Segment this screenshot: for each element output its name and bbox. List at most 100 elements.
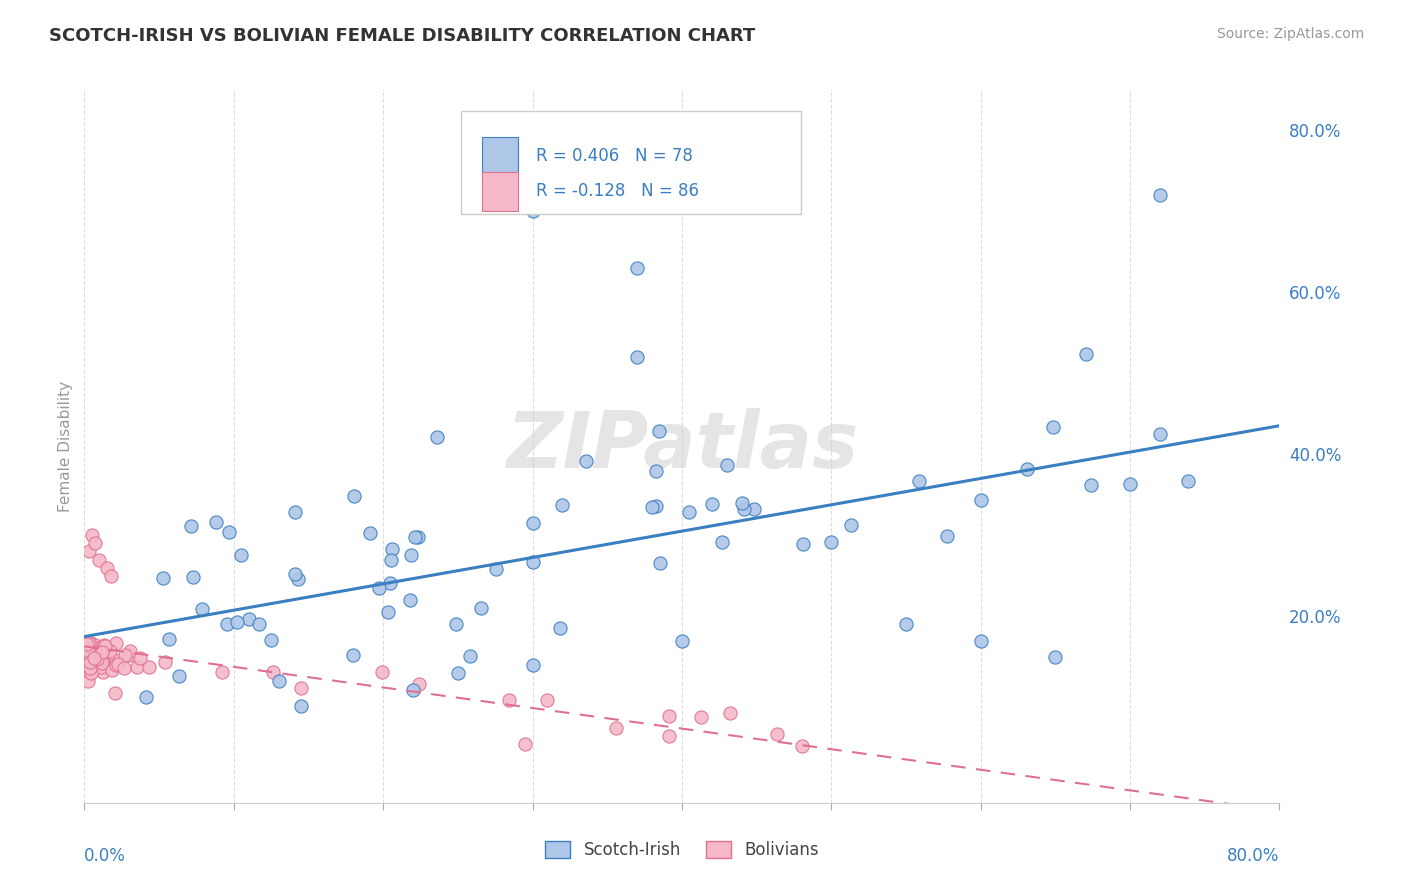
Point (485, 561, 508, 575)
Point (262, 665, 284, 680)
Point (548, 621, 571, 635)
Point (76, 659, 98, 673)
Point (211, 665, 233, 679)
Point (218, 525, 240, 540)
Point (104, 686, 127, 700)
Point (83, 651, 105, 665)
Point (79, 661, 101, 675)
Point (125, 659, 148, 673)
Point (626, 260, 648, 275)
Point (191, 602, 214, 616)
Point (91, 665, 114, 679)
Point (401, 548, 423, 562)
Point (626, 350, 648, 364)
Point (641, 500, 664, 514)
Point (77, 659, 100, 673)
Point (700, 497, 723, 511)
Point (90, 640, 112, 655)
Point (367, 581, 389, 595)
Point (135, 690, 157, 705)
Text: R = 0.406   N = 78: R = 0.406 N = 78 (536, 147, 693, 165)
Point (75, 650, 97, 665)
Point (820, 535, 842, 549)
Point (152, 571, 174, 585)
Point (935, 529, 957, 543)
Point (94, 639, 117, 653)
Point (551, 498, 574, 512)
Text: 0.0%: 0.0% (84, 847, 127, 865)
Point (970, 633, 993, 648)
Point (470, 600, 492, 615)
Point (76, 652, 98, 666)
Point (97, 642, 120, 657)
Point (83, 536, 105, 550)
Point (91, 651, 114, 665)
Point (104, 636, 127, 650)
Point (77, 652, 100, 666)
Point (284, 505, 307, 519)
Point (1017, 462, 1039, 476)
Point (79, 645, 101, 659)
Bar (482, 136, 519, 176)
Point (290, 681, 312, 695)
Point (522, 203, 544, 218)
Point (742, 502, 765, 516)
Point (77, 673, 100, 688)
Point (381, 541, 404, 556)
Point (77, 665, 100, 679)
Point (138, 660, 160, 674)
Point (671, 633, 693, 648)
Point (84, 645, 107, 659)
Point (458, 649, 481, 664)
Point (402, 683, 425, 698)
Point (260, 632, 283, 647)
Point (80, 665, 103, 680)
Point (112, 660, 135, 674)
Point (1149, 427, 1171, 442)
Point (89, 660, 111, 674)
Point (118, 648, 141, 662)
Point (1076, 346, 1098, 360)
Point (839, 518, 862, 533)
Point (792, 537, 814, 551)
Point (96, 646, 118, 660)
Point (101, 663, 124, 677)
Point (89, 646, 111, 660)
Point (1042, 420, 1064, 434)
Point (718, 706, 741, 720)
Point (1119, 476, 1142, 491)
Point (522, 657, 544, 672)
Point (98, 643, 121, 657)
Point (167, 669, 190, 683)
Point (404, 530, 426, 544)
Point (75, 654, 97, 668)
Point (343, 489, 366, 503)
Point (157, 632, 180, 646)
Point (287, 572, 309, 586)
Text: 80.0%: 80.0% (1227, 847, 1279, 865)
Point (408, 677, 430, 691)
Point (716, 458, 738, 472)
Point (104, 653, 127, 667)
Point (84, 638, 107, 652)
Point (380, 576, 402, 591)
Point (75, 648, 97, 662)
Point (93, 651, 115, 665)
Point (82, 653, 104, 667)
Legend: Scotch-Irish, Bolivians: Scotch-Irish, Bolivians (538, 834, 825, 866)
Point (80, 528, 103, 542)
Point (399, 593, 422, 607)
Point (97, 657, 120, 671)
Point (515, 738, 537, 752)
Point (104, 657, 127, 672)
Text: SCOTCH-IRISH VS BOLIVIAN FEMALE DISABILITY CORRELATION CHART: SCOTCH-IRISH VS BOLIVIAN FEMALE DISABILI… (49, 27, 755, 45)
Point (84, 654, 107, 668)
Point (87, 648, 110, 663)
Point (83, 651, 105, 665)
Point (82, 655, 104, 669)
Point (342, 648, 364, 662)
Point (377, 605, 399, 619)
Point (380, 552, 402, 566)
Point (658, 709, 681, 723)
Point (766, 726, 789, 740)
